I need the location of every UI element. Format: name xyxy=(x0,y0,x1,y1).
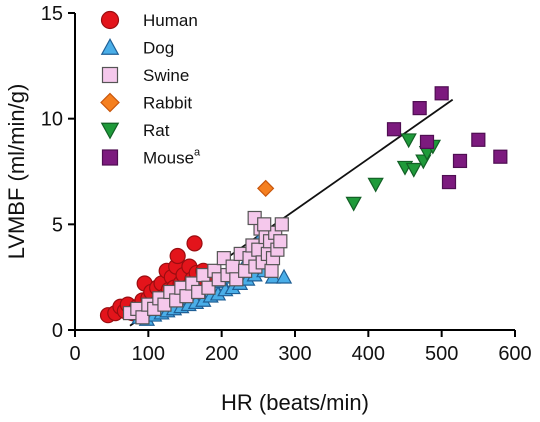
legend-marker-rabbit xyxy=(100,92,120,113)
legend-marker-human xyxy=(100,10,120,30)
legend-marker-swine xyxy=(101,66,119,84)
human-point xyxy=(186,235,203,252)
mouse-point xyxy=(441,174,457,190)
swine-point xyxy=(257,217,272,232)
legend-item-mouse: Mousea xyxy=(101,147,201,168)
x-tick-label: 200 xyxy=(205,343,238,365)
legend-item-rat: Rat xyxy=(100,121,170,140)
legend-marker-rat xyxy=(100,122,120,140)
legend-item-human: Human xyxy=(100,10,198,30)
legend-label-rabbit: Rabbit xyxy=(143,94,192,113)
mouse-point xyxy=(419,134,435,150)
x-tick-label: 100 xyxy=(132,343,165,365)
y-tick-label: 15 xyxy=(41,3,63,25)
x-tick-label: 600 xyxy=(498,343,531,365)
rat-point xyxy=(400,133,417,149)
legend-label-rat: Rat xyxy=(143,121,170,140)
legend-item-swine: Swine xyxy=(101,66,189,85)
rabbit-point xyxy=(257,179,275,198)
mouse-point xyxy=(471,132,486,147)
swine-point xyxy=(157,297,172,312)
x-tick-label: 500 xyxy=(425,343,458,365)
rat-point xyxy=(405,162,422,178)
swine-point xyxy=(264,263,279,278)
series-mouse xyxy=(386,86,508,190)
legend-label-human: Human xyxy=(143,11,198,30)
mouse-point xyxy=(493,149,508,164)
swine-point xyxy=(274,217,289,232)
axes: 0 100 200 300 400 500 600 0 5 10 15 xyxy=(41,3,532,365)
mouse-point xyxy=(434,86,449,101)
legend-marker-mouse xyxy=(101,149,119,166)
x-tick-label: 300 xyxy=(278,343,311,365)
y-axis-title: LVMBF (ml/min/g) xyxy=(4,84,29,260)
legend-item-dog: Dog xyxy=(100,38,174,58)
legend-item-rabbit: Rabbit xyxy=(100,92,192,113)
series-rabbit xyxy=(257,179,275,198)
legend-label-swine: Swine xyxy=(143,66,189,85)
legend-label-mouse: Mousea xyxy=(143,147,201,168)
series-swine xyxy=(122,210,289,325)
y-tick-label: 10 xyxy=(41,109,63,131)
legend-marker-dog xyxy=(100,38,120,55)
mouse-point xyxy=(452,153,468,169)
mouse-point xyxy=(412,100,427,116)
mouse-point xyxy=(386,122,402,137)
human-point xyxy=(169,247,186,265)
y-tick-label: 5 xyxy=(52,214,63,236)
x-tick-label: 0 xyxy=(69,343,80,365)
dog-point xyxy=(275,268,293,284)
swine-point xyxy=(179,289,194,304)
legend-superscript: a xyxy=(194,147,201,159)
rat-point xyxy=(367,177,384,193)
swine-point xyxy=(225,259,240,274)
swine-point xyxy=(273,234,288,249)
legend: Human Dog Swine Rabbit Rat Mousea xyxy=(100,10,201,168)
legend-label-dog: Dog xyxy=(143,39,174,58)
y-tick-label: 0 xyxy=(52,320,63,342)
x-tick-label: 400 xyxy=(352,343,385,365)
swine-point xyxy=(135,310,150,325)
rat-point xyxy=(345,196,362,212)
data-points xyxy=(99,86,508,326)
x-axis-title: HR (beats/min) xyxy=(221,390,369,415)
